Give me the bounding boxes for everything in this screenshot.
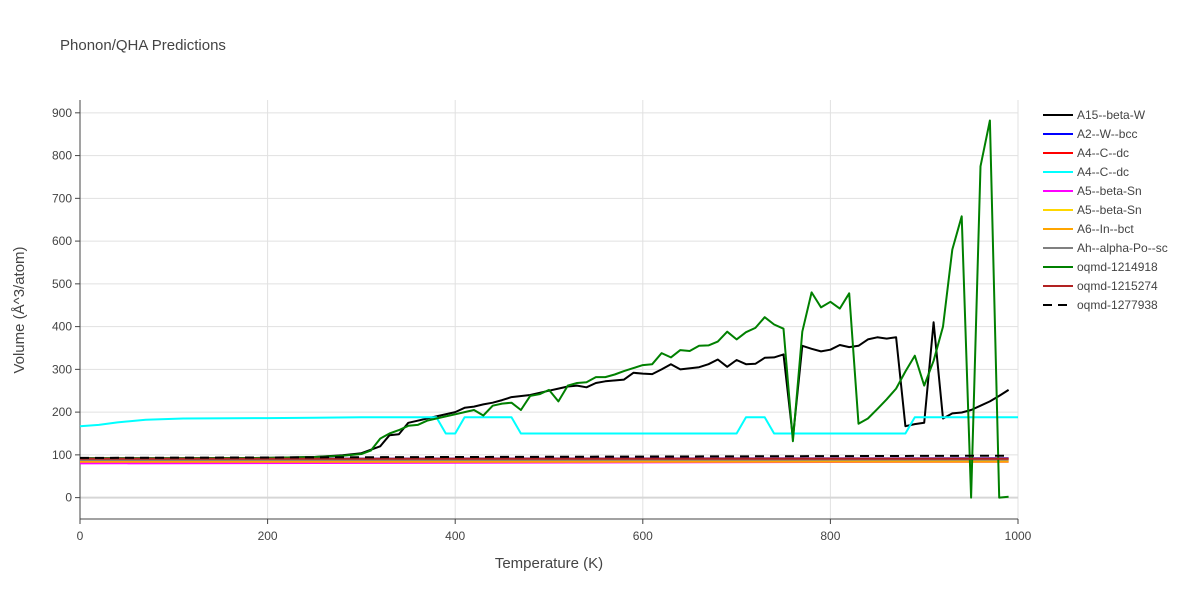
y-tick-label: 900	[52, 106, 72, 120]
series-line-oqmd-1214918	[80, 121, 1009, 498]
y-tick-label: 400	[52, 320, 72, 334]
legend-label: oqmd-1214918	[1077, 260, 1158, 274]
legend-label: oqmd-1215274	[1077, 279, 1158, 293]
legend-label: Ah--alpha-Po--sc	[1077, 241, 1168, 255]
legend-item[interactable]: A5--beta-Sn	[1043, 203, 1142, 217]
legend-item[interactable]: A6--In--bct	[1043, 222, 1134, 236]
y-tick-label: 300	[52, 362, 72, 376]
x-tick-label: 200	[258, 529, 278, 543]
legend-label: A6--In--bct	[1077, 222, 1134, 236]
axes: 0 200 400 600 800 1000 0 100 200 300 400 500 600 700 8…	[52, 100, 1032, 543]
x-tick-label: 0	[77, 529, 84, 543]
legend-item[interactable]: A4--C--dc	[1043, 146, 1129, 160]
legend-item[interactable]: Ah--alpha-Po--sc	[1043, 241, 1168, 255]
series-line-a15-beta-w	[80, 322, 1009, 458]
legend-label: A15--beta-W	[1077, 108, 1146, 122]
legend-item[interactable]: oqmd-1215274	[1043, 279, 1158, 293]
legend-item[interactable]: oqmd-1214918	[1043, 260, 1158, 274]
x-axis-label: Temperature (K)	[495, 555, 603, 572]
y-tick-label: 700	[52, 191, 72, 205]
legend-item[interactable]: A5--beta-Sn	[1043, 184, 1142, 198]
y-tick-label: 100	[52, 448, 72, 462]
legend-label: A2--W--bcc	[1077, 127, 1137, 141]
legend-label: A5--beta-Sn	[1077, 184, 1142, 198]
legend-label: A5--beta-Sn	[1077, 203, 1142, 217]
chart-title: Phonon/QHA Predictions	[60, 37, 226, 54]
legend-item[interactable]: oqmd-1277938	[1043, 298, 1158, 312]
y-tick-label: 0	[65, 491, 72, 505]
x-tick-label: 600	[633, 529, 653, 543]
y-tick-label: 200	[52, 405, 72, 419]
legend-item[interactable]: A2--W--bcc	[1043, 127, 1137, 141]
legend-label: A4--C--dc	[1077, 165, 1129, 179]
series-group	[80, 121, 1018, 498]
y-tick-label: 500	[52, 277, 72, 291]
legend-label: oqmd-1277938	[1077, 298, 1158, 312]
legend[interactable]: A15--beta-W A2--W--bcc A4--C--dc A4--C--dc A…	[1043, 108, 1168, 312]
x-tick-label: 800	[820, 529, 840, 543]
y-axis-label: Volume (Å^3/atom)	[11, 246, 28, 373]
y-tick-label: 800	[52, 149, 72, 163]
x-tick-label: 400	[445, 529, 465, 543]
y-tick-label: 600	[52, 234, 72, 248]
legend-item[interactable]: A15--beta-W	[1043, 108, 1146, 122]
legend-label: A4--C--dc	[1077, 146, 1129, 160]
legend-item[interactable]: A4--C--dc	[1043, 165, 1129, 179]
series-line-a4-c-dc	[80, 417, 1018, 433]
x-tick-label: 1000	[1005, 529, 1032, 543]
